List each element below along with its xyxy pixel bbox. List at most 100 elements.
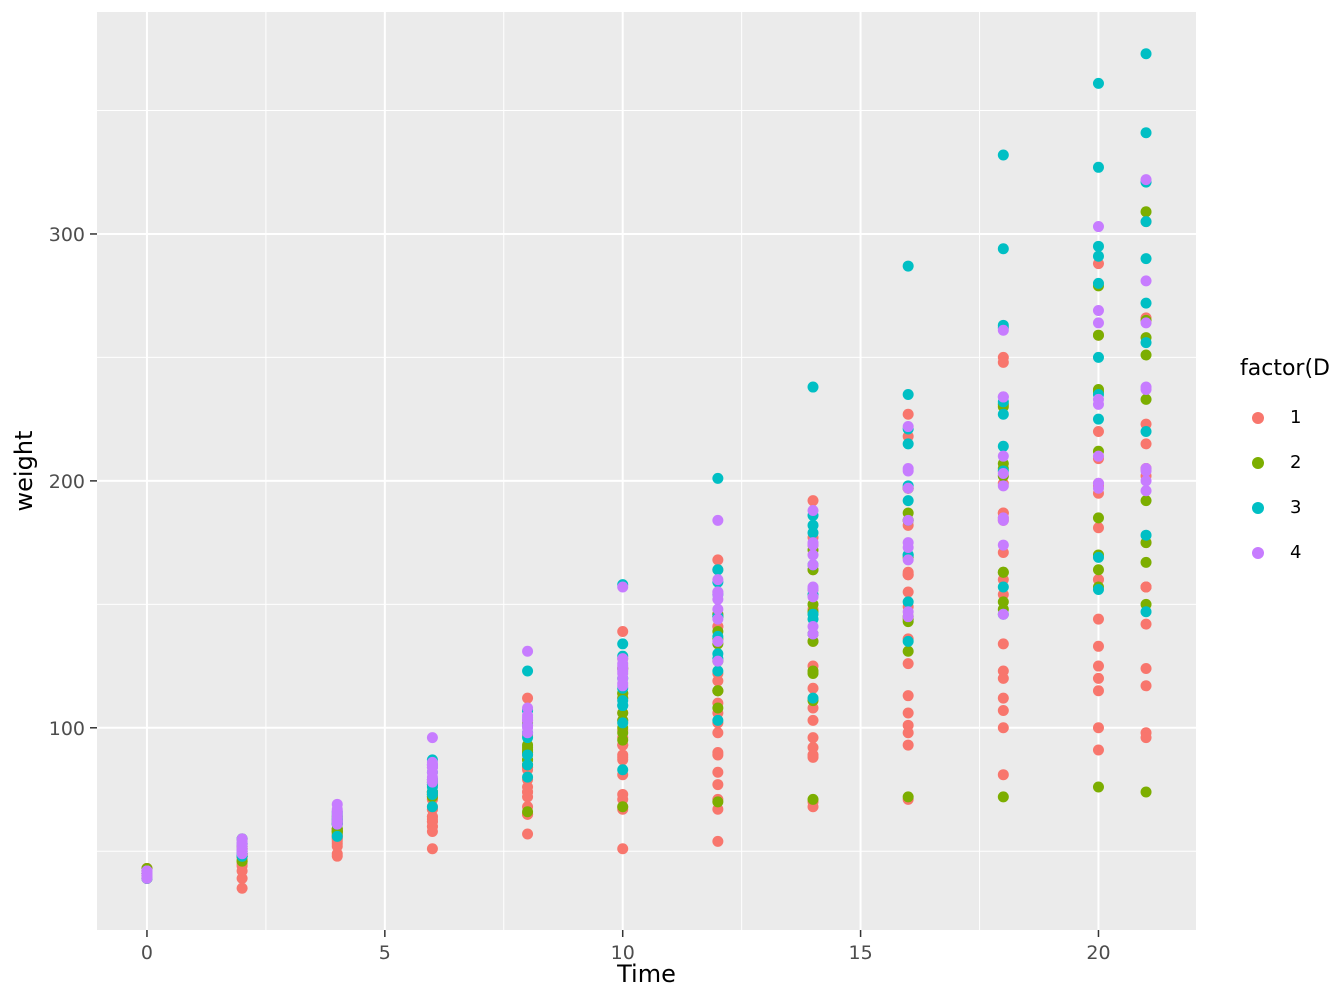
data-point bbox=[1140, 495, 1152, 507]
data-point bbox=[1092, 564, 1104, 576]
data-point bbox=[997, 608, 1009, 620]
data-point bbox=[236, 835, 248, 847]
data-point bbox=[997, 704, 1009, 716]
legend-item-4: 4 bbox=[1240, 530, 1344, 575]
legend-key-dot bbox=[1252, 501, 1264, 514]
data-point bbox=[997, 243, 1009, 255]
legend-item-label: 1 bbox=[1290, 407, 1302, 428]
data-point bbox=[1092, 161, 1104, 173]
data-point bbox=[1092, 329, 1104, 341]
legend: factor(D 1 2 3 4 bbox=[1240, 356, 1344, 575]
data-point bbox=[807, 682, 819, 694]
data-point bbox=[1092, 77, 1104, 89]
data-point bbox=[712, 685, 724, 697]
data-point bbox=[712, 714, 724, 726]
data-point bbox=[902, 482, 914, 494]
x-axis-title: Time bbox=[617, 960, 676, 988]
data-point bbox=[1140, 529, 1152, 541]
data-point bbox=[1140, 317, 1152, 329]
data-point bbox=[1092, 425, 1104, 437]
data-point bbox=[712, 702, 724, 714]
data-point bbox=[1140, 556, 1152, 568]
data-point bbox=[1140, 425, 1152, 437]
legend-item-3: 3 bbox=[1240, 485, 1344, 530]
data-point bbox=[902, 791, 914, 803]
data-point bbox=[807, 714, 819, 726]
data-point bbox=[1140, 297, 1152, 309]
data-point bbox=[522, 749, 534, 761]
data-point bbox=[426, 801, 438, 813]
data-point bbox=[997, 408, 1009, 420]
data-point bbox=[902, 514, 914, 526]
data-point bbox=[1092, 393, 1104, 405]
x-tick-label: 0 bbox=[141, 942, 153, 964]
data-point bbox=[426, 825, 438, 837]
data-point bbox=[712, 835, 724, 847]
data-point bbox=[807, 793, 819, 805]
data-point bbox=[522, 806, 534, 818]
data-point bbox=[1092, 450, 1104, 462]
data-point bbox=[426, 761, 438, 773]
data-point bbox=[522, 759, 534, 771]
data-point bbox=[997, 791, 1009, 803]
data-point bbox=[331, 848, 343, 860]
data-point bbox=[617, 727, 629, 739]
data-point bbox=[712, 472, 724, 484]
data-point bbox=[1140, 393, 1152, 405]
legend-item-2: 2 bbox=[1240, 440, 1344, 485]
data-point bbox=[902, 596, 914, 608]
data-point bbox=[1092, 512, 1104, 524]
data-point bbox=[1092, 221, 1104, 233]
data-point bbox=[1092, 482, 1104, 494]
data-point bbox=[426, 786, 438, 798]
data-point bbox=[522, 645, 534, 657]
data-point bbox=[712, 574, 724, 586]
legend-item-label: 4 bbox=[1290, 542, 1302, 563]
data-point bbox=[997, 581, 1009, 593]
data-point bbox=[1140, 732, 1152, 744]
panel-background bbox=[97, 12, 1196, 930]
data-point bbox=[712, 554, 724, 566]
legend-title: factor(D bbox=[1240, 356, 1330, 381]
data-point bbox=[712, 655, 724, 667]
data-point bbox=[997, 722, 1009, 734]
data-point bbox=[331, 803, 343, 815]
data-point bbox=[1140, 618, 1152, 630]
data-point bbox=[1140, 438, 1152, 450]
data-point bbox=[1140, 475, 1152, 487]
legend-key-dot bbox=[1252, 456, 1264, 469]
points-layer bbox=[141, 48, 1152, 894]
data-point bbox=[807, 608, 819, 620]
y-tick-label: 100 bbox=[49, 718, 85, 740]
data-point bbox=[902, 690, 914, 702]
data-point bbox=[902, 495, 914, 507]
data-point bbox=[902, 463, 914, 475]
y-tick-label: 300 bbox=[49, 224, 85, 246]
data-point bbox=[617, 801, 629, 813]
data-point bbox=[522, 665, 534, 677]
data-point bbox=[712, 796, 724, 808]
data-point bbox=[1092, 584, 1104, 596]
data-point bbox=[807, 732, 819, 744]
data-point bbox=[997, 480, 1009, 492]
data-point bbox=[617, 717, 629, 729]
data-point bbox=[997, 672, 1009, 684]
data-point bbox=[807, 537, 819, 549]
y-axis-title: weight bbox=[10, 430, 38, 512]
data-point bbox=[1140, 786, 1152, 798]
data-point bbox=[617, 653, 629, 665]
data-point bbox=[902, 635, 914, 647]
data-point bbox=[997, 539, 1009, 551]
legend-item-1: 1 bbox=[1240, 395, 1344, 440]
x-tick-label: 10 bbox=[611, 942, 635, 964]
data-point bbox=[807, 621, 819, 633]
data-point bbox=[1092, 685, 1104, 697]
data-point bbox=[1140, 48, 1152, 60]
data-point bbox=[1140, 463, 1152, 475]
data-point bbox=[331, 830, 343, 842]
data-point bbox=[617, 581, 629, 593]
data-point bbox=[522, 692, 534, 704]
data-point bbox=[997, 467, 1009, 479]
x-tick-label: 20 bbox=[1086, 942, 1110, 964]
